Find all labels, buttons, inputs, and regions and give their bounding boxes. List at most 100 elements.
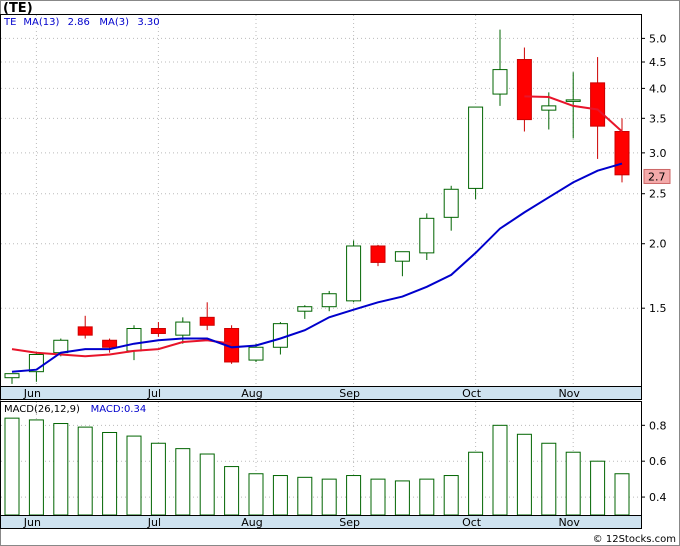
candle-up: [321, 290, 337, 312]
candle-up: [297, 305, 313, 319]
price-x-axis: Jun Jul Aug Sep Oct Nov: [0, 386, 642, 400]
chart-title: (TE): [3, 1, 33, 16]
candle-up: [394, 251, 410, 277]
candle-up: [468, 106, 484, 200]
macd-bar: [199, 453, 215, 516]
candle-down: [590, 57, 606, 159]
macd-x-label: Aug: [241, 516, 262, 529]
price-tick-label: 1.5: [649, 302, 667, 315]
candle-body: [468, 106, 484, 189]
macd-x-label: Oct: [462, 516, 482, 529]
macd-x-label: Nov: [558, 516, 580, 529]
candle-body: [590, 82, 606, 127]
macd-x-axis: Jun Jul Aug Sep Oct Nov: [0, 515, 642, 529]
macd-bar: [419, 478, 435, 516]
macd-bar: [150, 442, 166, 516]
candle-down: [77, 315, 93, 339]
candle-body: [492, 69, 508, 95]
macd-bar: [590, 460, 606, 516]
macd-bar: [28, 419, 44, 516]
macd-tick-label: 0.4: [649, 491, 667, 504]
copyright-footer: © 12Stocks.com: [593, 534, 676, 545]
price-tick-label: 4.5: [649, 56, 667, 69]
candle-body: [77, 326, 93, 336]
macd-bar: [614, 473, 630, 516]
macd-legend: MACD(26,12,9) MACD:0.34: [4, 404, 146, 415]
candle-up: [4, 373, 20, 384]
macd-legend-item: MACD(26,12,9): [4, 404, 80, 415]
price-gridlines: [1, 15, 641, 386]
price-legend: TE MA(13) 2.86 MA(3) 3.30: [3, 17, 160, 28]
candle-body: [346, 245, 362, 302]
price-tick-label: 3.5: [649, 112, 667, 125]
price-x-label: Sep: [339, 387, 360, 400]
candle-body: [53, 339, 69, 354]
macd-bar: [126, 435, 142, 516]
candle-body: [541, 105, 557, 111]
macd-bar: [565, 451, 581, 516]
price-x-label: Oct: [462, 387, 482, 400]
candle-body: [370, 245, 386, 263]
candle-body: [272, 323, 288, 348]
macd-bar: [77, 426, 93, 516]
macd-bar: [175, 448, 191, 516]
moving-averages: [11, 95, 623, 373]
candle-up: [248, 343, 264, 362]
macd-bar: [492, 424, 508, 516]
candle-down: [370, 244, 386, 267]
macd-legend-item: MACD:0.34: [91, 404, 147, 415]
candle-body: [175, 321, 191, 336]
last-price-label: 2.7: [648, 170, 666, 183]
macd-bar: [297, 476, 313, 516]
macd-bar: [102, 431, 118, 516]
legend-item: TE: [3, 17, 16, 28]
price-x-label: Jun: [23, 387, 41, 400]
candle-body: [565, 99, 581, 102]
macd-bar: [53, 423, 69, 516]
ma3-line: [524, 95, 623, 133]
legend-item: 2.86: [68, 17, 90, 28]
candle-body: [419, 217, 435, 254]
ma13-line: [11, 162, 623, 373]
price-x-label: Aug: [241, 387, 262, 400]
price-tick-label: 2.5: [649, 188, 667, 201]
candle-down: [102, 338, 118, 353]
price-panel: 5.0 4.5 4.0 3.5 3.0 2.5 2.0 1.5 TE MA(13) 2.86 MA(…: [0, 14, 671, 387]
candle-up: [492, 29, 508, 106]
macd-bar: [468, 451, 484, 516]
candle-up: [419, 213, 435, 260]
candle-body: [4, 373, 20, 379]
price-tick-label: 5.0: [649, 32, 667, 45]
candle-body: [614, 131, 630, 176]
macd-x-label: Jun: [23, 516, 41, 529]
macd-tick-label: 0.8: [649, 419, 667, 432]
ma3-line: [11, 339, 232, 358]
candle-down: [199, 302, 215, 331]
macd-x-label: Sep: [339, 516, 360, 529]
candle-down: [150, 322, 166, 337]
candle-body: [394, 251, 410, 262]
macd-x-axis-band: [0, 515, 642, 529]
legend-item: MA(13): [23, 17, 59, 28]
macd-bar: [321, 478, 337, 516]
candle-body: [321, 293, 337, 308]
candle-down: [516, 47, 532, 132]
macd-bar: [443, 475, 459, 516]
price-x-axis-band: [0, 386, 642, 400]
legend-item: MA(3): [99, 17, 129, 28]
price-x-label: Nov: [558, 387, 580, 400]
macd-panel: 0.8 0.6 0.4 MACD(26,12,9) MACD:0.34: [0, 401, 667, 516]
candle-body: [199, 316, 215, 326]
macd-x-label: Jul: [147, 516, 161, 529]
macd-bar: [394, 480, 410, 516]
price-plot-area: [0, 14, 642, 387]
macd-y-axis: 0.8 0.6 0.4: [641, 419, 667, 504]
price-tick-label: 4.0: [649, 82, 667, 95]
macd-bar: [248, 473, 264, 516]
macd-tick-label: 0.6: [649, 455, 667, 468]
price-tick-label: 3.0: [649, 147, 667, 160]
candle-body: [248, 346, 264, 361]
price-x-label: Jul: [147, 387, 161, 400]
legend-item: 3.30: [137, 17, 159, 28]
